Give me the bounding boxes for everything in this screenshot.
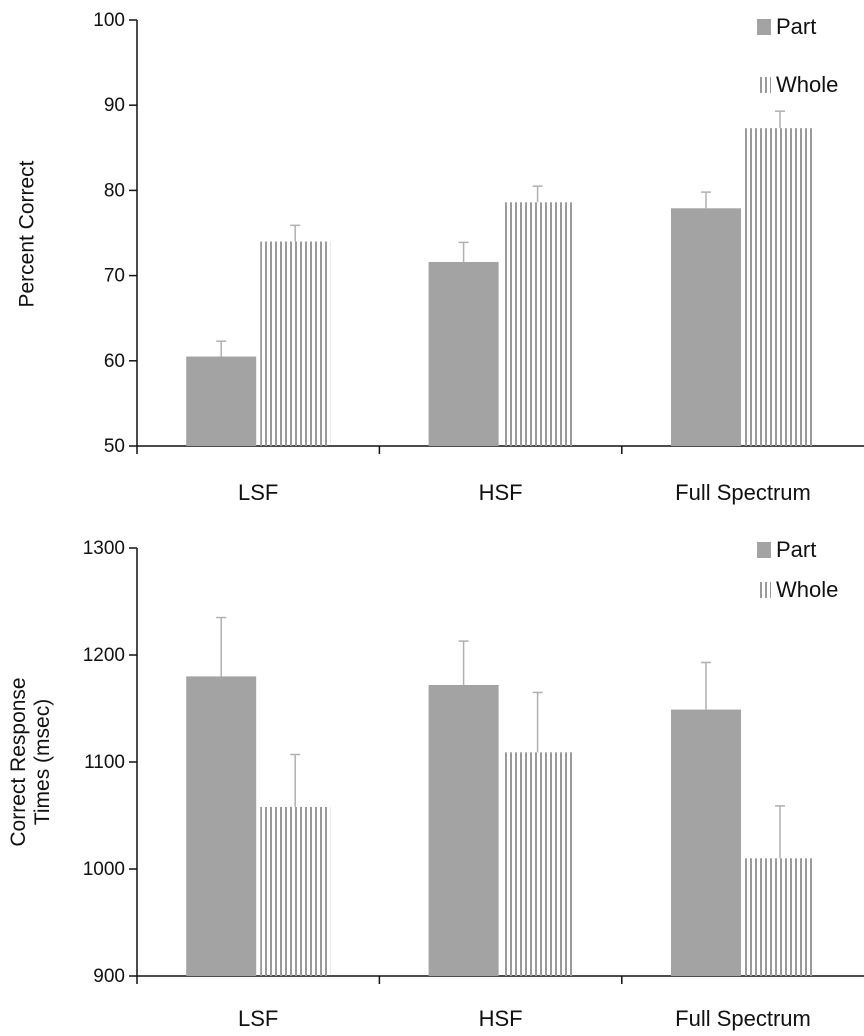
- y-tick-label: 100: [93, 10, 125, 31]
- bar-whole-hsf: [502, 752, 573, 976]
- y-tick-label: 1100: [84, 752, 125, 773]
- y-tick-label: 80: [104, 180, 125, 201]
- x-category-label: LSF: [238, 1006, 278, 1031]
- legend-label-whole: Whole: [776, 72, 838, 97]
- y-tick-label: 60: [104, 351, 125, 372]
- x-category-label: HSF: [479, 1006, 523, 1031]
- y-tick-label: 900: [93, 966, 125, 987]
- y-axis-title-line: Percent Correct: [15, 160, 38, 307]
- y-tick-label: 1000: [83, 859, 125, 880]
- bar-part-lsf: [186, 676, 257, 976]
- x-category-label: Full Spectrum: [675, 480, 811, 505]
- y-tick-label: 1200: [83, 645, 125, 666]
- x-category-label: Full Spectrum: [675, 1006, 811, 1031]
- bar-whole-hsf: [502, 202, 573, 446]
- legend-swatch-part: [757, 542, 771, 558]
- bar-part-hsf: [428, 261, 499, 446]
- bar-whole-full-spectrum: [745, 858, 815, 976]
- bar-part-lsf: [186, 356, 257, 446]
- y-tick-label: 50: [104, 436, 125, 457]
- y-axis-title: Correct ResponseTimes (msec): [7, 677, 54, 846]
- legend-label-whole: Whole: [776, 577, 838, 602]
- y-axis-title: Percent Correct: [15, 160, 38, 307]
- bar-part-full-spectrum: [671, 709, 741, 976]
- x-category-label: LSF: [238, 480, 278, 505]
- y-axis-title-line: Correct Response: [7, 677, 30, 846]
- legend-swatch-whole: [757, 582, 771, 598]
- y-tick-label: 70: [104, 266, 125, 287]
- bar-whole-lsf: [260, 241, 331, 446]
- y-tick-label: 1300: [83, 538, 125, 559]
- bar-part-full-spectrum: [671, 208, 741, 446]
- bar-whole-full-spectrum: [745, 128, 815, 447]
- legend-label-part: Part: [776, 537, 816, 562]
- x-category-label: HSF: [479, 480, 523, 505]
- legend-swatch-part: [757, 19, 771, 35]
- response-times-chart: 900 1000 1100 1200 1300 LSF HSF Full Spectrum Co…: [7, 537, 864, 1031]
- bar-whole-lsf: [260, 806, 331, 976]
- legend-label-part: Part: [776, 14, 816, 39]
- y-axis-title-line: Times (msec): [31, 699, 54, 825]
- percent-correct-chart: 50 60 70 80 90 100 LSF HSF Full Spectrum Percent …: [15, 10, 864, 505]
- y-tick-label: 90: [104, 95, 125, 116]
- legend-swatch-whole: [757, 77, 771, 93]
- bar-part-hsf: [428, 684, 499, 976]
